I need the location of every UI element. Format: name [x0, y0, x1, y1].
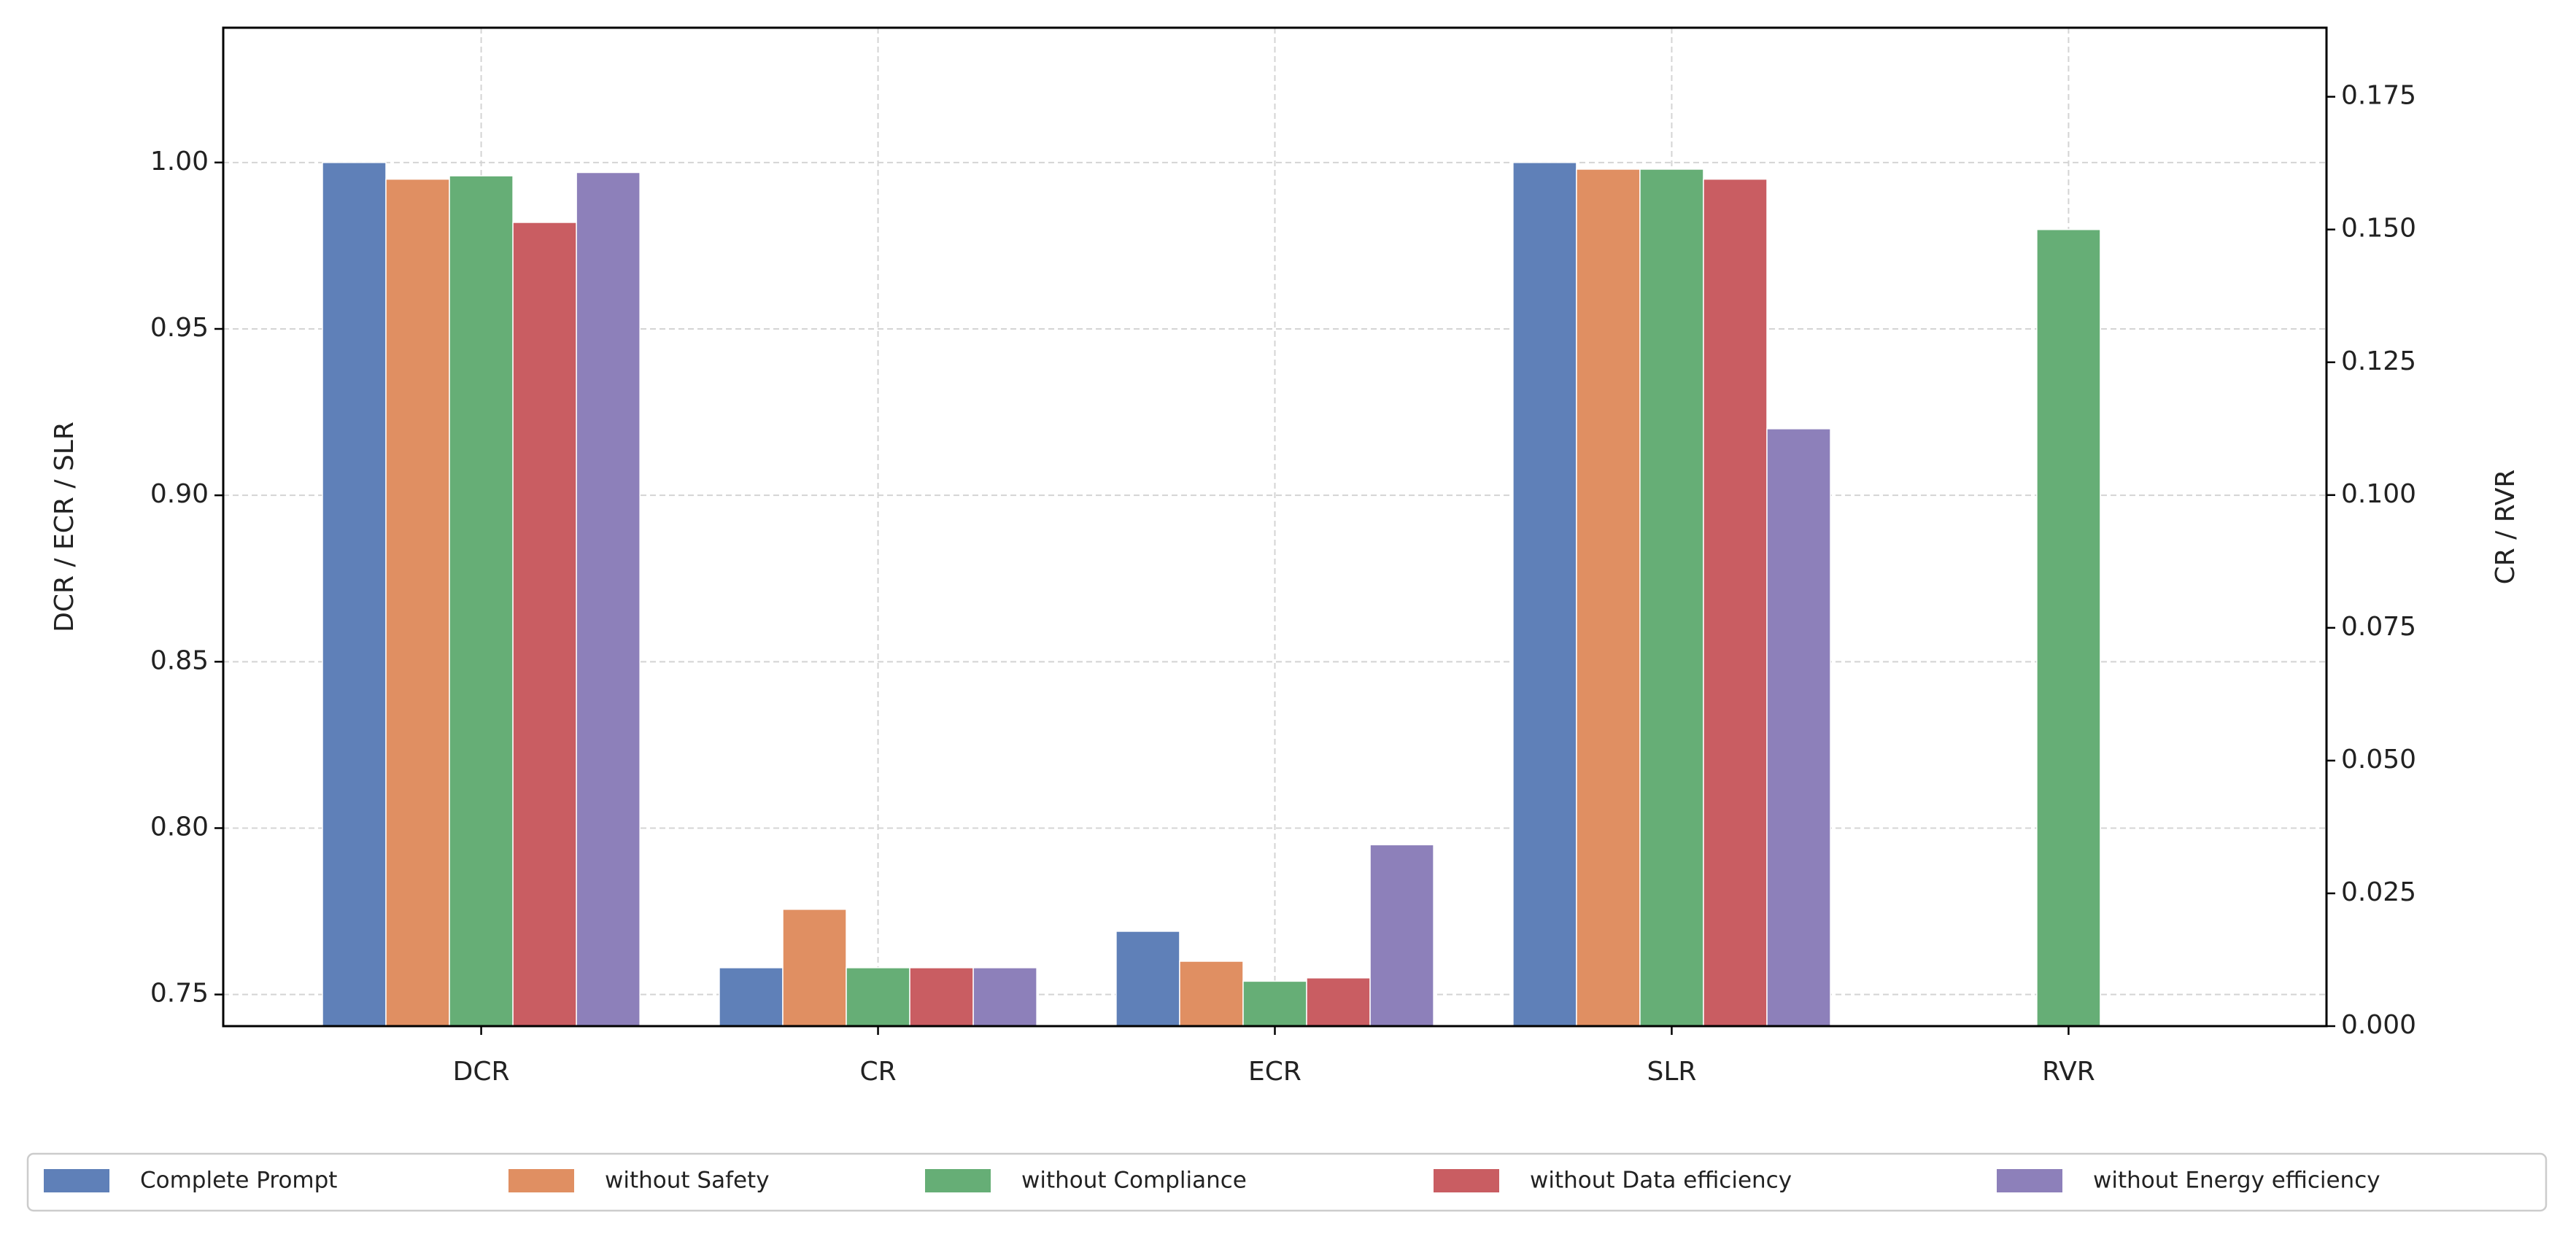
legend-label: without Energy efficiency [2093, 1168, 2380, 1194]
y2-tick-label: 0.075 [2341, 612, 2416, 642]
y2-axis-label: CR / RVR [2491, 470, 2521, 585]
bar [1512, 162, 1577, 1027]
bar [846, 967, 910, 1027]
y2-tick-label: 0.050 [2341, 745, 2416, 775]
y2-tick-label: 0.000 [2341, 1010, 2416, 1040]
bar [576, 171, 641, 1027]
bar [2036, 228, 2101, 1027]
legend-swatch [508, 1169, 574, 1192]
y2-tick-label: 0.125 [2341, 346, 2416, 376]
bar [909, 967, 974, 1027]
y-tick-label: 1.00 [150, 147, 209, 176]
legend: Complete Prompt without Safety without Com… [26, 1152, 2548, 1212]
bar [782, 909, 847, 1027]
legend-label: without Safety [605, 1168, 770, 1194]
bar [1703, 178, 1768, 1027]
y2-tick-label: 0.175 [2341, 81, 2416, 111]
y2-tick-label: 0.100 [2341, 479, 2416, 509]
y-tick-label: 0.90 [150, 479, 209, 509]
bar [322, 162, 387, 1027]
y-tick-label: 0.75 [150, 979, 209, 1009]
y-axis-label: DCR / ECR / SLR [50, 422, 80, 632]
legend-label: Complete Prompt [140, 1168, 337, 1194]
bar [1306, 977, 1371, 1027]
x-tick-label: SLR [1647, 1057, 1697, 1087]
bar [1369, 844, 1434, 1027]
y2-tick-label: 0.150 [2341, 214, 2416, 244]
bar [972, 967, 1037, 1027]
y-tick-label: 0.85 [150, 645, 209, 675]
legend-swatch [44, 1169, 109, 1192]
legend-swatch [925, 1169, 991, 1192]
bar [1639, 168, 1704, 1027]
x-tick-label: ECR [1248, 1057, 1301, 1087]
legend-label: without Data efficiency [1530, 1168, 1792, 1194]
y-tick-label: 0.95 [150, 313, 209, 343]
x-tick-label: DCR [453, 1057, 510, 1087]
legend-swatch [1434, 1169, 1499, 1192]
bar [1179, 960, 1244, 1027]
bar [512, 222, 577, 1027]
bar [1766, 428, 1831, 1027]
bar [1576, 168, 1641, 1027]
x-tick-label: RVR [2042, 1057, 2095, 1087]
y-tick-label: 0.80 [150, 812, 209, 842]
bar [385, 178, 450, 1027]
legend-swatch [1997, 1169, 2062, 1192]
bar [449, 175, 514, 1027]
legend-frame [26, 1152, 2548, 1212]
legend-label: without Compliance [1021, 1168, 1247, 1194]
bar [1242, 980, 1307, 1027]
bar [719, 967, 784, 1027]
y2-tick-label: 0.025 [2341, 877, 2416, 907]
x-tick-label: CR [859, 1057, 896, 1087]
bar [1115, 931, 1180, 1027]
